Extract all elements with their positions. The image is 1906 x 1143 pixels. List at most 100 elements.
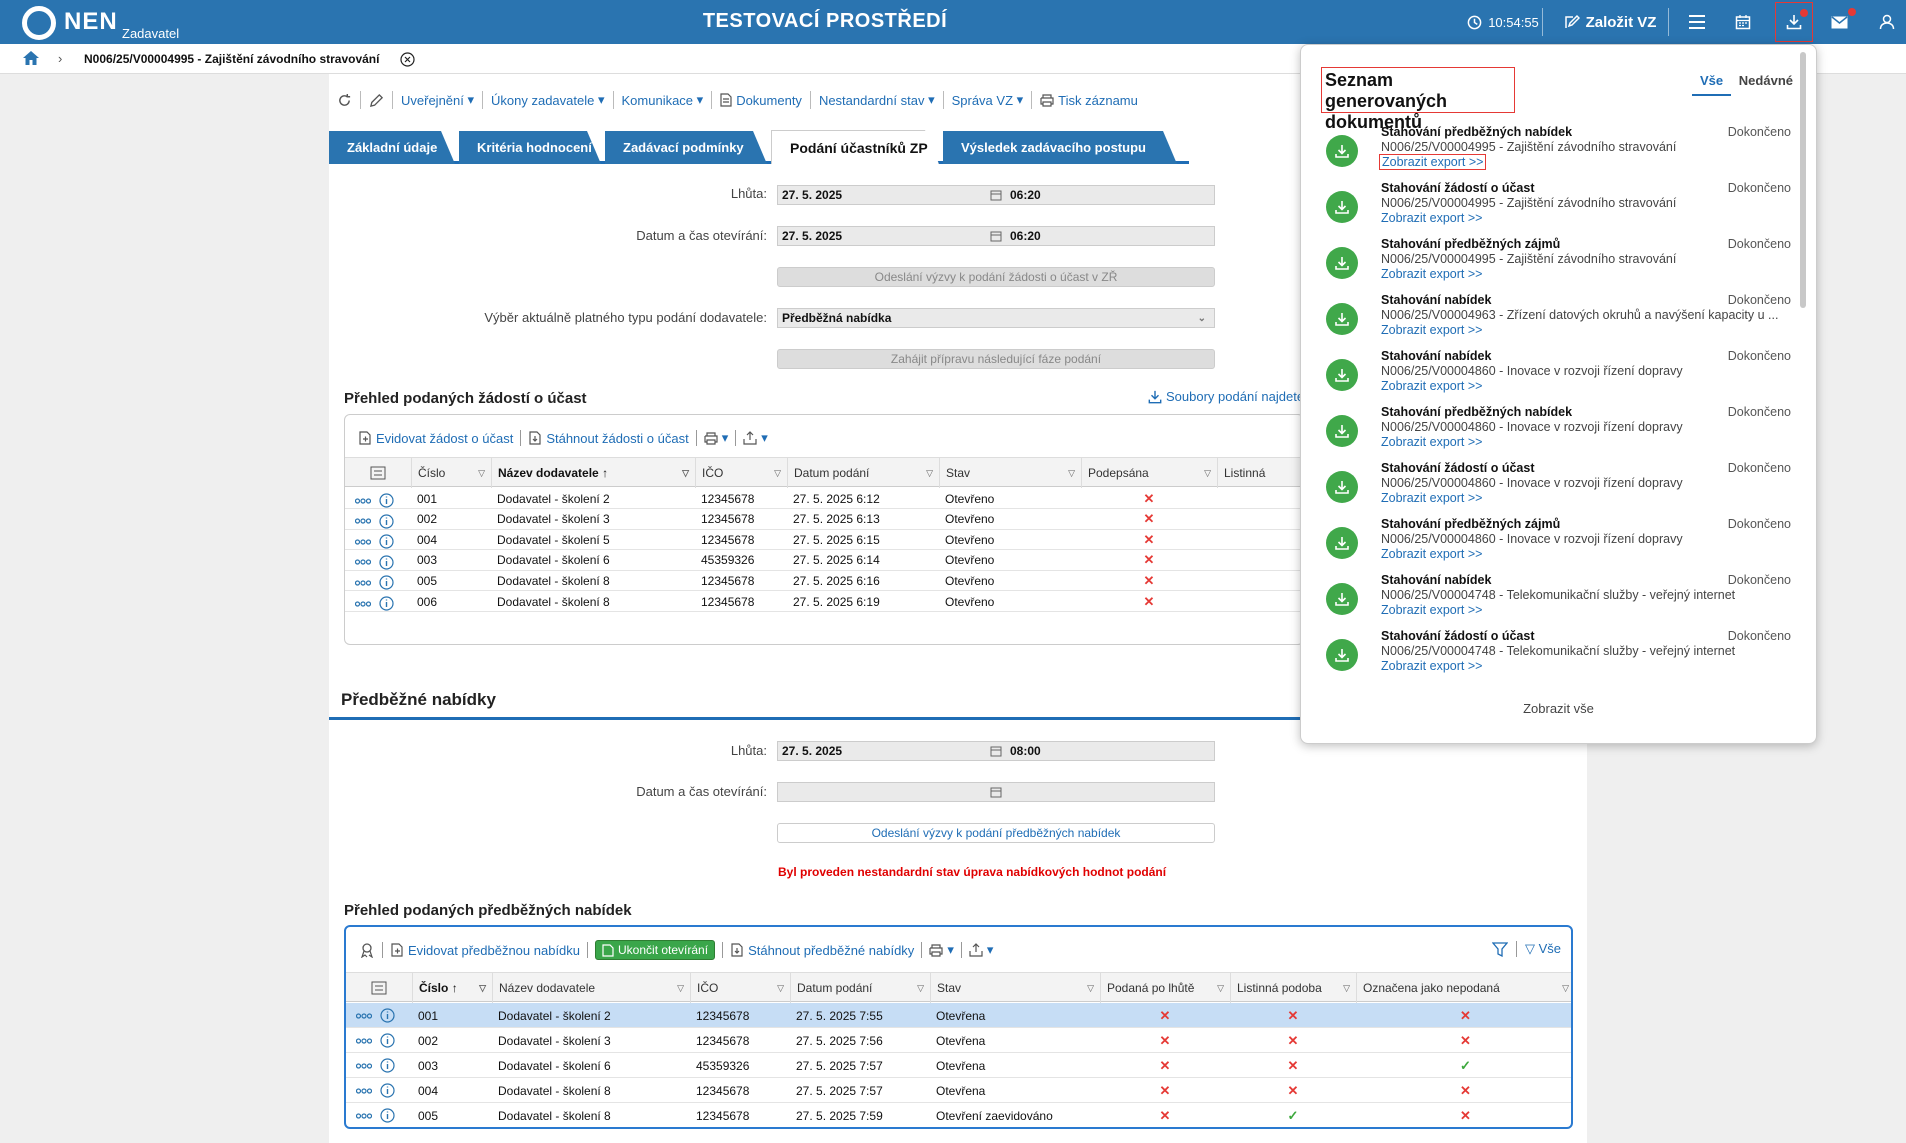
info-icon[interactable]: [379, 575, 394, 590]
filter-icon[interactable]: ▽: [774, 468, 781, 478]
info-icon[interactable]: [379, 555, 394, 570]
calendar-icon[interactable]: [990, 189, 1002, 201]
filter-icon[interactable]: ▽: [478, 468, 485, 478]
tab-vysledek[interactable]: Výsledek zadávacího postupu: [943, 131, 1177, 164]
menu-sprava-vz[interactable]: Správa VZ ▾: [944, 91, 1033, 109]
tab-all[interactable]: Vše: [1692, 73, 1732, 96]
edit-button[interactable]: [361, 91, 393, 109]
menu-button[interactable]: [1680, 0, 1714, 44]
filter-icon[interactable]: ▽: [479, 983, 486, 993]
panel-scrollbar[interactable]: [1800, 52, 1806, 308]
calendar-button[interactable]: [1726, 0, 1760, 44]
next-phase-button[interactable]: Zahájit přípravu následující fáze podání: [777, 349, 1215, 369]
export-menu-button[interactable]: ▾: [736, 430, 775, 446]
info-icon[interactable]: [379, 513, 394, 529]
col-datum[interactable]: Datum podání ▽: [787, 458, 939, 488]
export-menu-button[interactable]: ▾: [962, 942, 1001, 958]
show-export-link[interactable]: Zobrazit export >>: [1381, 379, 1483, 393]
opening-field[interactable]: 27. 5. 2025 06:20: [777, 226, 1215, 246]
table-row[interactable]: 003 Dodavatel - školení 6 45359326 27. 5. 2…: [346, 1053, 1571, 1078]
print-menu-button[interactable]: ▾: [922, 942, 962, 958]
print-menu-button[interactable]: ▾: [697, 430, 737, 446]
submission-type-select[interactable]: Předběžná nabídka ⌄: [777, 308, 1215, 328]
info-icon[interactable]: [380, 1083, 395, 1098]
messages-button[interactable]: [1822, 0, 1856, 44]
more-dots-icon[interactable]: [355, 580, 371, 586]
download-applications-button[interactable]: Stáhnout žádosti o účast: [521, 430, 697, 446]
col-nazev[interactable]: Název dodavatele ↑ ▽: [491, 458, 695, 488]
filter-icon[interactable]: ▽: [1343, 983, 1350, 993]
bulk-action-button[interactable]: [352, 942, 383, 958]
tab-zakladni-udaje[interactable]: Základní údaje: [329, 131, 455, 164]
more-dots-icon[interactable]: [356, 1062, 372, 1069]
show-export-link[interactable]: Zobrazit export >>: [1381, 491, 1483, 505]
col-paper[interactable]: Listinná podoba ▽: [1230, 973, 1356, 1003]
menu-uverejneni[interactable]: Uveřejnění ▾: [393, 91, 484, 109]
table-row[interactable]: 001 Dodavatel - školení 2 12345678 27. 5. 2…: [346, 1003, 1571, 1028]
tab-recent[interactable]: Nedávné: [1738, 73, 1793, 88]
info-icon[interactable]: [379, 596, 394, 611]
calendar-icon[interactable]: [990, 786, 1002, 798]
send-prelim-invitation-button[interactable]: Odeslání výzvy k podání předběžných nabí…: [777, 823, 1215, 843]
filter-icon[interactable]: ▽: [1204, 468, 1211, 478]
show-export-link[interactable]: Zobrazit export >>: [1381, 435, 1483, 449]
show-all-link[interactable]: Zobrazit vše: [1523, 701, 1594, 716]
more-dots-icon[interactable]: [355, 497, 371, 504]
deadline-field[interactable]: 27. 5. 2025 08:00: [777, 741, 1215, 761]
files-link[interactable]: Soubory podání najdete: [1148, 389, 1304, 404]
filter-icon[interactable]: ▽: [677, 983, 684, 993]
close-circle-icon[interactable]: [400, 52, 415, 67]
more-dots-icon[interactable]: [355, 518, 371, 524]
show-export-link[interactable]: Zobrazit export >>: [1381, 211, 1483, 225]
funnel-icon[interactable]: [1491, 941, 1508, 957]
col-datum[interactable]: Datum podání ▽: [790, 973, 930, 1003]
create-vz-button[interactable]: Založit VZ: [1554, 0, 1666, 44]
refresh-button[interactable]: [329, 91, 361, 109]
download-prelim-offers-button[interactable]: Stáhnout předběžné nabídky: [723, 942, 923, 958]
show-export-link[interactable]: Zobrazit export >>: [1381, 659, 1483, 673]
filter-icon[interactable]: ▽: [1068, 468, 1075, 478]
nen-logo[interactable]: [22, 6, 56, 40]
menu-nestandardni-stav[interactable]: Nestandardní stav ▾: [811, 91, 944, 109]
table-row[interactable]: 002 Dodavatel - školení 3 12345678 27. 5. 2…: [346, 1028, 1571, 1053]
filter-all-toggle[interactable]: ▽ Vše: [1524, 941, 1561, 956]
col-stav[interactable]: Stav ▽: [939, 458, 1081, 488]
opening-field[interactable]: [777, 782, 1215, 802]
finish-opening-button[interactable]: Ukončit otevírání: [595, 940, 716, 960]
register-application-button[interactable]: Evidovat žádost o účast: [351, 430, 522, 446]
table-row[interactable]: 006 Dodavatel - školení 8 12345678 27. 5. 2…: [345, 591, 1303, 612]
info-icon[interactable]: [380, 1108, 395, 1123]
col-ico[interactable]: IČO ▽: [695, 458, 787, 488]
more-dots-icon[interactable]: [355, 539, 371, 545]
menu-tisk-zaznamu[interactable]: Tisk záznamu: [1032, 91, 1146, 109]
breadcrumb-title[interactable]: N006/25/V00004995 - Zajištění závodního …: [84, 52, 380, 66]
filter-icon[interactable]: ▽: [926, 468, 933, 478]
col-nazev[interactable]: Název dodavatele ▽: [492, 973, 690, 1003]
more-dots-icon[interactable]: [356, 1012, 372, 1019]
col-cislo[interactable]: Číslo ↑ ▽: [412, 973, 492, 1003]
tab-kriteria[interactable]: Kritéria hodnocení: [459, 131, 601, 164]
column-settings-icon[interactable]: [346, 973, 412, 1003]
col-cislo[interactable]: Číslo ▽: [411, 458, 491, 488]
table-row[interactable]: 004 Dodavatel - školení 5 12345678 27. 5. 2…: [345, 529, 1303, 551]
calendar-icon[interactable]: [990, 230, 1002, 242]
filter-icon[interactable]: ▽: [682, 468, 689, 478]
downloads-button[interactable]: [1775, 2, 1813, 42]
filter-icon[interactable]: ▽: [1087, 983, 1094, 993]
col-unsubmitted[interactable]: Označena jako nepodaná ▽: [1356, 973, 1571, 1003]
filter-icon[interactable]: ▽: [1217, 983, 1224, 993]
more-dots-icon[interactable]: [356, 1037, 372, 1044]
more-dots-icon[interactable]: [355, 600, 371, 607]
more-dots-icon[interactable]: [356, 1112, 372, 1119]
col-late[interactable]: Podaná po lhůtě ▽: [1100, 973, 1230, 1003]
home-icon[interactable]: [22, 50, 40, 66]
more-dots-icon[interactable]: [355, 559, 371, 565]
info-icon[interactable]: [380, 1058, 395, 1073]
tab-podani-ucastniku[interactable]: Podání účastníků ZP: [771, 130, 939, 164]
show-export-link[interactable]: Zobrazit export >>: [1381, 547, 1483, 561]
menu-ukony[interactable]: Úkony zadavatele ▾: [483, 91, 614, 109]
info-icon[interactable]: [379, 493, 394, 508]
table-row[interactable]: 005 Dodavatel - školení 8 12345678 27. 5. 2…: [345, 570, 1303, 592]
deadline-field[interactable]: 27. 5. 2025 06:20: [777, 185, 1215, 205]
col-podepsana[interactable]: Podepsána ▽: [1081, 458, 1217, 488]
